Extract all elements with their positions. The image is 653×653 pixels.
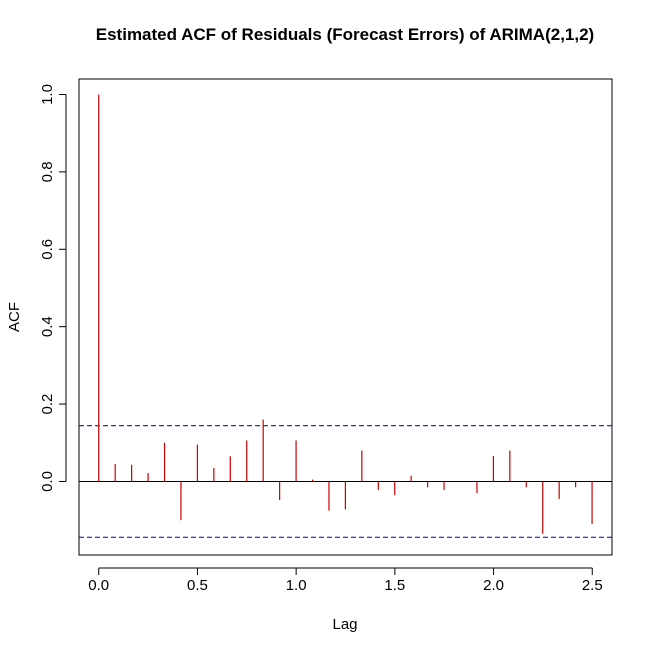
y-tick-label: 0.0 (39, 471, 56, 492)
x-tick-label: 1.5 (384, 577, 405, 594)
y-axis-label: ACF (6, 302, 23, 332)
plot-frame (78, 78, 613, 556)
x-tick-label: 1.0 (286, 577, 307, 594)
y-tick-label: 0.4 (39, 316, 56, 337)
x-axis-label: Lag (332, 616, 357, 633)
x-tick-label: 2.5 (582, 577, 603, 594)
x-tick-label: 0.5 (187, 577, 208, 594)
x-tick-label: 2.0 (483, 577, 504, 594)
y-tick-label: 0.8 (39, 161, 56, 182)
y-tick-label: 1.0 (39, 84, 56, 105)
x-tick-label: 0.0 (88, 577, 109, 594)
y-tick-label: 0.6 (39, 239, 56, 260)
y-tick-label: 0.2 (39, 394, 56, 415)
chart-title: Estimated ACF of Residuals (Forecast Err… (96, 25, 594, 44)
